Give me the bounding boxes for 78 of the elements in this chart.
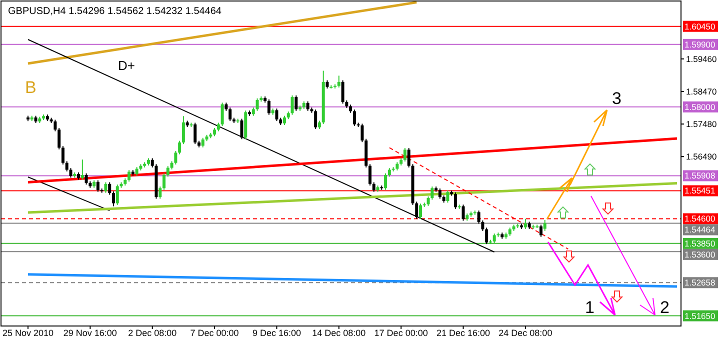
- candlestick: [543, 220, 546, 232]
- ref-line-label: 1.54464: [684, 224, 716, 235]
- candlestick: [492, 233, 496, 244]
- candlestick: [294, 94, 298, 112]
- candlestick: [58, 127, 61, 150]
- candlestick: [178, 140, 182, 155]
- candlestick: [80, 159, 84, 180]
- candlestick: [438, 188, 442, 200]
- ref-line-label: 1.55908: [684, 170, 716, 181]
- ref-line-label: 1.60450: [684, 21, 716, 32]
- x-tick-label: 29 Nov 16:00: [63, 328, 117, 338]
- candlestick: [360, 123, 364, 143]
- candlestick: [61, 146, 64, 165]
- ref-line-label: 1.52658: [684, 278, 716, 288]
- text: GBPUSD,H4 1.54296 1.54562 1.54232 1.54464: [8, 6, 222, 17]
- ref-line-label: 1.53850: [684, 238, 716, 248]
- candlestick: [275, 108, 278, 122]
- y-tick-label: 1.57480: [686, 119, 717, 129]
- candlestick: [337, 75, 340, 88]
- candlestick: [282, 115, 286, 126]
- candlestick: [166, 166, 170, 178]
- candlestick: [384, 172, 388, 190]
- candlestick: [194, 122, 197, 145]
- candlestick: [128, 170, 131, 182]
- x-tick-label: 24 Dec 08:00: [498, 328, 552, 338]
- annotation: 3: [612, 88, 622, 108]
- ref-line-label: 1.53600: [684, 249, 716, 260]
- candlestick: [314, 109, 318, 130]
- ref-line-label: 1.51650: [684, 310, 716, 321]
- candlestick: [158, 186, 162, 200]
- candlestick: [352, 109, 356, 126]
- y-tick-label: 1.59460: [686, 54, 717, 64]
- candlestick: [454, 192, 457, 210]
- candlestick: [446, 190, 450, 204]
- x-tick-label: 7 Dec 00:00: [190, 328, 239, 338]
- ref-line-label: 1.58000: [684, 102, 716, 112]
- annotation: 2: [660, 298, 670, 317]
- y-tick-label: 1.56490: [686, 152, 717, 162]
- x-tick-label: 21 Dec 16:00: [436, 328, 490, 338]
- ref-line-label: 1.55451: [684, 186, 716, 196]
- y-tick-label: 1.58470: [686, 86, 717, 96]
- candlestick: [220, 102, 224, 126]
- annotation: B: [25, 78, 36, 97]
- candlestick: [54, 119, 57, 132]
- candlestick: [368, 164, 372, 186]
- candlestick: [240, 118, 244, 140]
- candlestick: [524, 218, 527, 230]
- candlestick: [104, 182, 108, 194]
- ref-line-label: 1.59900: [684, 39, 716, 50]
- candlestick: [290, 94, 294, 116]
- candlestick: [306, 100, 310, 112]
- candlestick: [162, 172, 166, 190]
- candlestick: [403, 148, 406, 162]
- candlestick: [539, 224, 542, 238]
- ref-line-label: 1.54600: [684, 214, 716, 224]
- annotation: D+: [118, 58, 135, 73]
- x-tick-label: 14 Dec 08:00: [312, 328, 366, 338]
- candlestick: [228, 107, 232, 122]
- candlestick: [462, 204, 465, 222]
- candlestick: [96, 180, 100, 192]
- x-tick-label: 2 Dec 08:00: [128, 328, 177, 338]
- candlestick: [341, 80, 344, 104]
- annotation: 1: [585, 298, 594, 317]
- candlestick: [201, 137, 204, 148]
- candlestick: [116, 184, 119, 206]
- candlestick: [84, 172, 88, 186]
- x-tick-label: 25 Nov 2010: [2, 328, 54, 338]
- x-tick-label: 17 Dec 00:00: [374, 328, 428, 338]
- candlestick: [112, 190, 115, 207]
- candlestick: [256, 98, 259, 112]
- candlestick: [108, 182, 112, 196]
- candlestick: [267, 98, 270, 116]
- candlestick: [485, 227, 488, 245]
- candlestick: [415, 201, 418, 220]
- candlestick: [182, 116, 185, 145]
- candlestick: [372, 182, 376, 192]
- x-tick-label: 9 Dec 16:00: [252, 328, 301, 338]
- candlestick: [419, 203, 422, 220]
